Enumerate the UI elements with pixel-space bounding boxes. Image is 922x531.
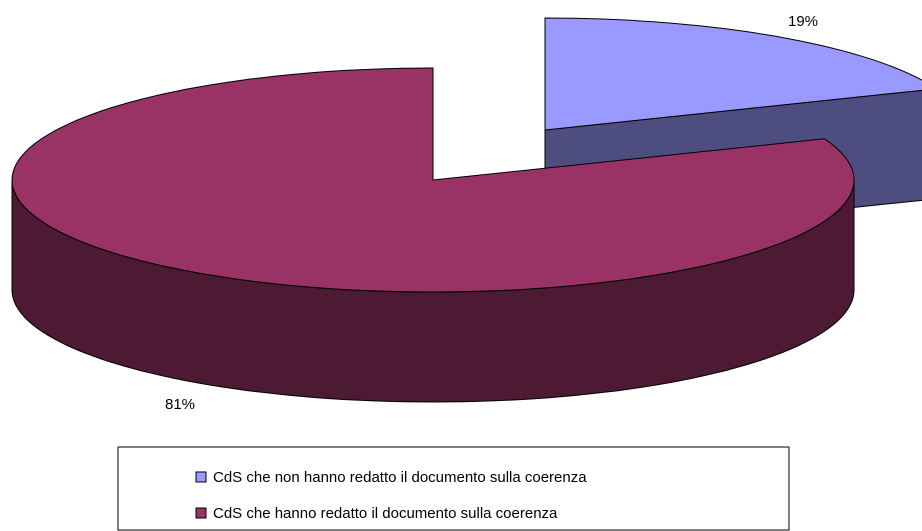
legend: CdS che non hanno redatto il documento s… — [195, 469, 587, 522]
slice-top — [544, 17, 922, 131]
pie: 19% 81% — [11, 13, 922, 413]
slice — [11, 67, 855, 403]
legend-swatch — [195, 471, 207, 483]
data-label: 19% — [788, 13, 818, 30]
legend-swatch — [195, 507, 207, 519]
slice-top — [11, 67, 855, 293]
legend-label: CdS che hanno redatto il documento sulla… — [213, 505, 558, 522]
legend-label: CdS che non hanno redatto il documento s… — [213, 469, 587, 486]
data-label: 81% — [165, 396, 195, 413]
legend-box — [117, 446, 790, 531]
